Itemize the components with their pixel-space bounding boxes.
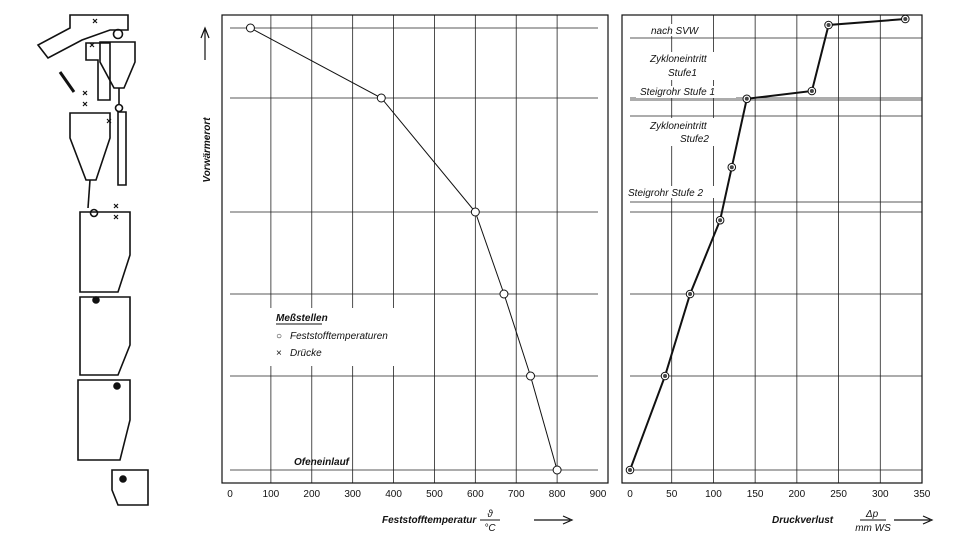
schematic-pressure-cross: [89, 42, 95, 48]
schematic-kiln-inlet: [111, 469, 149, 506]
chart1-x-unit-top: ϑ: [487, 509, 493, 520]
schematic-calciner-3: [77, 379, 131, 461]
c2-point-core: [903, 17, 908, 21]
c1-x-tick-label: 200: [303, 489, 320, 500]
schematic-stage1-cyclone: [99, 41, 136, 89]
chart2-band-lines: [630, 37, 922, 203]
c1-x-tick-label: 600: [467, 489, 484, 500]
c1-point: [245, 23, 255, 33]
c1-x-tick-label: 900: [590, 489, 607, 500]
preheater-schematic: [36, 14, 149, 506]
c1-point: [552, 465, 562, 475]
chart1-x-label: Feststofftemperatur: [382, 515, 477, 526]
schematic-measure-point: [119, 475, 127, 483]
chart1-legend: Meßstellen ○ Feststofftemperaturen × Drü…: [270, 308, 422, 366]
chart1-legend-title: Meßstellen: [276, 313, 328, 324]
chart1-y-arrow: [200, 26, 210, 60]
c2-point-core: [729, 165, 734, 170]
schematic-measure-point: [113, 382, 121, 390]
c2-x-tick-label: 100: [705, 489, 722, 500]
chart1-annotation-ofeneinlauf: Ofeneinlauf: [294, 457, 351, 468]
c2-x-tick-label: 250: [830, 489, 847, 500]
c1-x-tick-label: 700: [508, 489, 525, 500]
schematic-pressure-cross: [92, 18, 98, 24]
schematic-pressure-cross: [113, 214, 119, 220]
chart2-annotation-steigrohr-1: Steigrohr Stufe 1: [640, 87, 715, 98]
chart2-x-ticks: 0 50 100 150 200 250 300 350: [627, 489, 931, 500]
chart1-series: [245, 23, 562, 475]
c1-point: [470, 207, 480, 217]
chart2-annotation-zykloneintritt-1: Zykloneintritt: [649, 54, 708, 65]
chart2-x-arrow: [894, 515, 934, 525]
schematic-riser: [85, 42, 111, 101]
schematic-downpipe: [117, 111, 127, 186]
chart2-annotation-stufe2: Stufe2: [680, 134, 709, 145]
c1-x-tick-label: 800: [549, 489, 566, 500]
chart1-legend-pressures: Drücke: [290, 348, 322, 359]
chart2-annotations: nach SVW Zykloneintritt Stufe1 Steigrohr…: [626, 24, 736, 199]
chart1-x-ticks: 0 100 200 300 400 500 600 700 800 900: [227, 489, 607, 500]
c2-point-core: [826, 23, 831, 27]
schematic-stage2-dip: [87, 179, 91, 209]
c2-x-tick-label: 50: [666, 489, 678, 500]
chart1-legend-symbol-circle: ○: [276, 331, 282, 342]
c1-x-tick-label: 500: [426, 489, 443, 500]
schematic-pressure-cross: [113, 203, 119, 209]
c2-point-core: [628, 468, 632, 472]
schematic-top-duct: [36, 14, 129, 60]
c1-point: [376, 93, 386, 103]
schematic-measure-point: [92, 296, 100, 304]
chart1-frame: [221, 14, 609, 484]
schematic-fan-circle: [112, 28, 124, 40]
chart1-legend-temperatures: Feststofftemperaturen: [290, 331, 388, 342]
chart2-annotation-stufe1: Stufe1: [668, 68, 697, 79]
c2-x-tick-label: 150: [747, 489, 764, 500]
c2-point-core: [718, 218, 723, 223]
c1-x-tick-label: 100: [263, 489, 280, 500]
chart2-x-unit-top: Δp: [865, 509, 879, 520]
schematic-calciner-2: [79, 296, 131, 376]
chart1-x-arrow: [534, 515, 574, 525]
chart1-y-label: Vorwärmerort: [202, 117, 213, 183]
schematic-pressure-cross: [106, 118, 112, 124]
chart2-x-unit-bottom: mm WS: [855, 523, 891, 534]
c2-point-core: [809, 89, 814, 93]
c2-point-core: [663, 374, 668, 378]
c1-point: [526, 371, 536, 381]
schematic-feed-pipe: [58, 71, 76, 93]
c2-x-tick-label: 0: [627, 489, 633, 500]
schematic-stage2-outlet: [89, 208, 99, 218]
c2-x-tick-label: 350: [914, 489, 931, 500]
schematic-stage2-cyclone: [69, 112, 111, 181]
chart2-annotation-nach-svw: nach SVW: [651, 26, 700, 37]
c1-x-tick-label: 0: [227, 489, 233, 500]
c1-series-line: [250, 27, 558, 471]
chart1-legend-box: [270, 308, 422, 366]
schematic-pressure-cross: [82, 90, 88, 96]
chart2-x-label: Druckverlust: [772, 515, 834, 526]
c2-x-tick-label: 300: [872, 489, 889, 500]
chart2-series: [625, 14, 910, 475]
c2-point-core: [744, 96, 749, 101]
c2-x-tick-label: 200: [789, 489, 806, 500]
chart2-frame: [621, 14, 923, 484]
schematic-pressure-cross: [82, 101, 88, 107]
chart1-grid: [230, 15, 598, 483]
chart2-annotation-steigrohr-2: Steigrohr Stufe 2: [628, 188, 703, 199]
c2-point-core: [688, 292, 693, 296]
schematic-stage1-outlet: [114, 103, 124, 113]
chart1-legend-symbol-cross: ×: [276, 348, 282, 359]
chart1-x-unit-bottom: °C: [484, 523, 496, 534]
c1-point: [499, 289, 509, 299]
c1-x-tick-label: 400: [385, 489, 402, 500]
chart2-grid: [630, 15, 922, 483]
schematic-calciner-1: [79, 211, 131, 293]
c1-x-tick-label: 300: [344, 489, 361, 500]
chart2-annotation-zykloneintritt-2: Zykloneintritt: [649, 121, 708, 132]
